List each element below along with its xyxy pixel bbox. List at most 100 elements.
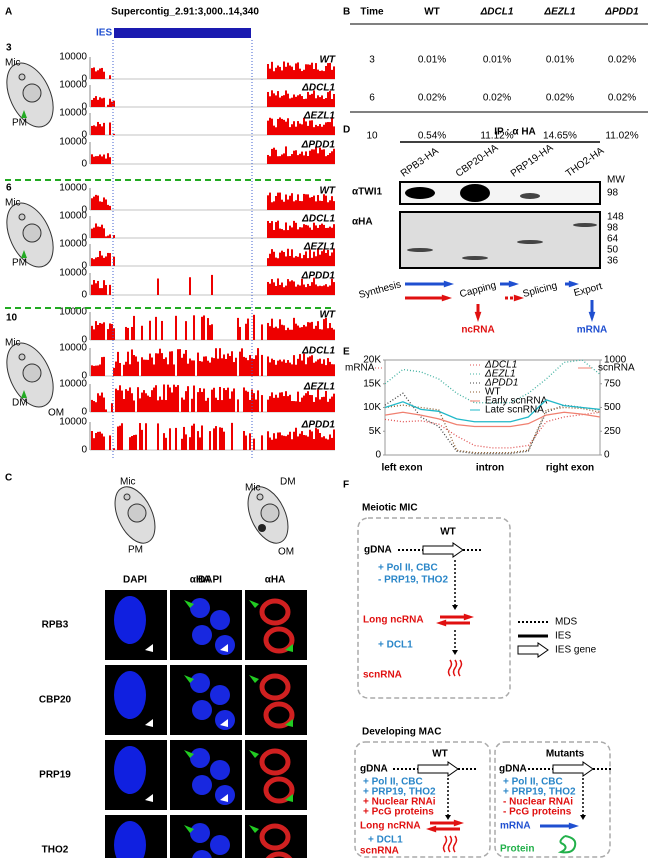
coverage [325, 98, 327, 107]
coverage [299, 354, 301, 376]
coverage [301, 227, 303, 238]
arrow [184, 600, 194, 608]
y-axis-label: mRNA [345, 363, 375, 374]
coverage [331, 327, 333, 340]
gdna: gDNA [360, 764, 388, 775]
coverage [331, 117, 333, 135]
micronucleus [123, 493, 131, 501]
coverage [319, 200, 321, 210]
coverage [267, 399, 269, 412]
legend-entry: ΔEZL1 [484, 369, 516, 380]
coverage [327, 328, 329, 340]
row-label: RPB3 [42, 620, 69, 631]
coverage [207, 360, 209, 376]
coverage [249, 433, 251, 450]
coverage [293, 317, 295, 340]
coverage [315, 146, 317, 164]
coverage [285, 222, 287, 238]
y-tick-label: 0 [81, 233, 87, 244]
step-label: Capping [459, 280, 498, 300]
coverage [313, 328, 315, 340]
coverage [279, 319, 281, 340]
coverage [281, 392, 283, 412]
coverage [165, 400, 167, 412]
ha-stain [263, 776, 295, 804]
coverage [109, 234, 111, 238]
arrow [249, 825, 259, 833]
cell-label: PM [12, 118, 27, 129]
coverage [313, 251, 315, 266]
coverage [161, 399, 163, 412]
coverage [217, 358, 219, 376]
coverage [303, 193, 305, 210]
coverage [285, 436, 287, 450]
cell-label: DM [280, 477, 296, 488]
coverage [287, 360, 289, 376]
coverage [333, 126, 335, 135]
panel-letter: A [5, 7, 12, 18]
ha-stain [259, 673, 291, 701]
mrna-arrow-head [568, 822, 579, 830]
coverage [317, 248, 319, 266]
coverage [185, 391, 187, 412]
coverage [245, 390, 247, 412]
panel-letter: E [343, 347, 350, 358]
coverage [269, 156, 271, 164]
coverage [91, 284, 93, 295]
arrow-head [443, 280, 454, 288]
coverage [209, 362, 211, 376]
coverage [303, 395, 305, 412]
coverage [233, 388, 235, 412]
ha-stain [259, 748, 291, 776]
coverage [293, 401, 295, 412]
coverage [135, 356, 137, 376]
cell-pointer [21, 250, 27, 258]
coverage [247, 318, 249, 340]
coverage [275, 67, 277, 79]
coverage [205, 400, 207, 412]
coverage [95, 433, 97, 450]
coverage [295, 256, 297, 266]
coverage [315, 225, 317, 238]
coverage [103, 97, 105, 107]
y-tick-label: 15K [363, 378, 381, 389]
coverage [317, 69, 319, 79]
coverage [307, 391, 309, 412]
coverage [165, 357, 167, 376]
y2-tick-label: 250 [604, 426, 621, 437]
coverage [287, 93, 289, 107]
coverage [93, 67, 95, 79]
coverage [157, 400, 159, 412]
coverage [261, 354, 263, 376]
coverage [319, 285, 321, 295]
coverage [207, 397, 209, 412]
coverage [185, 321, 187, 340]
coverage [93, 329, 95, 340]
coverage [269, 362, 271, 376]
blot-label: αTWI1 [352, 187, 382, 198]
coverage [95, 321, 97, 340]
table-cell: 0.01% [418, 55, 446, 66]
table-cell: 3 [369, 55, 375, 66]
coverage [273, 93, 275, 107]
coverage [283, 61, 285, 79]
coverage [283, 230, 285, 238]
coverage [305, 287, 307, 295]
coverage [99, 97, 101, 107]
coverage [285, 146, 287, 164]
y-tick-label: 10000 [59, 239, 87, 250]
coverage [203, 356, 205, 376]
factor: - Nuclear RNAi [503, 797, 573, 808]
coverage [329, 62, 331, 79]
arrow-head [568, 280, 579, 288]
coverage [267, 91, 269, 107]
coverage [101, 288, 103, 295]
coverage [285, 194, 287, 210]
dapi-stain [210, 685, 230, 705]
coverage [273, 71, 275, 79]
dapi-stain [192, 775, 212, 795]
coverage [217, 400, 219, 412]
mw-label: 36 [607, 256, 619, 267]
coverage [93, 97, 95, 107]
coverage [295, 427, 297, 450]
